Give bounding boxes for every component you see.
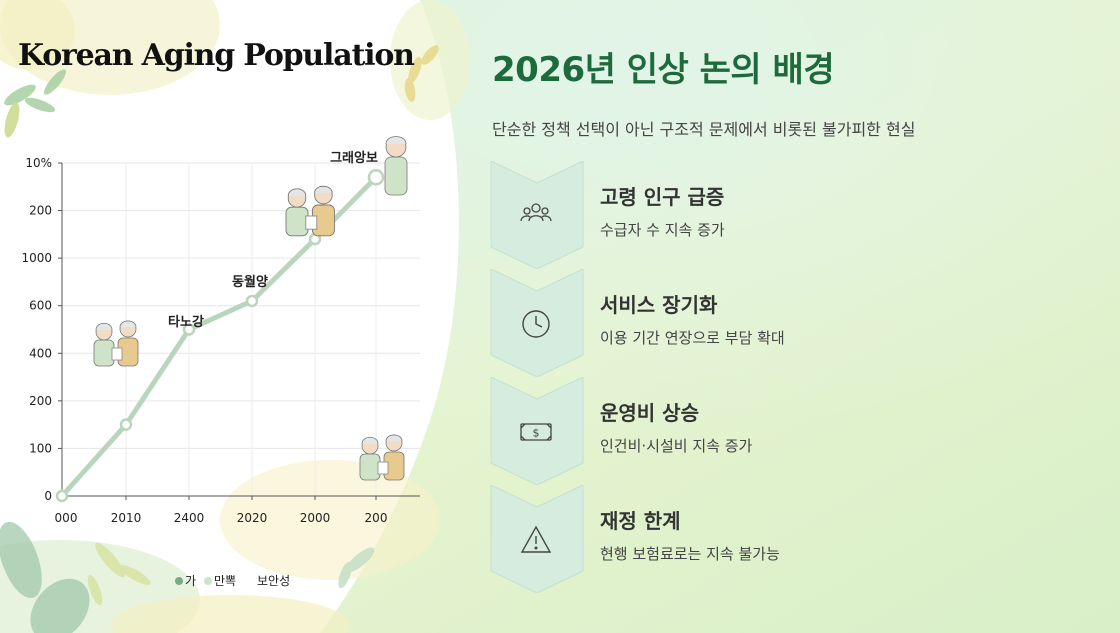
elderly-man-illustration (384, 136, 408, 196)
reason-heading: 운영비 상승 (600, 401, 699, 425)
x-tick-label: 2000 (300, 511, 331, 525)
y-tick-label: 200 (29, 204, 52, 218)
people-icon (520, 203, 552, 222)
chevron-shape (490, 269, 584, 377)
x-tick-label: 000 (55, 511, 78, 525)
x-tick-label: 2010 (111, 511, 142, 525)
chevron-shape (490, 485, 584, 593)
elderly-couple-illustration (285, 185, 335, 237)
page-subtitle: 단순한 정책 선택이 아닌 구조적 문제에서 비롯된 불가피한 현실 (492, 120, 916, 139)
elderly-couple-illustration (359, 434, 405, 481)
elderly-couple-illustration (93, 320, 139, 367)
legend-label: 보안성 (257, 574, 290, 588)
money-icon: $ (520, 423, 552, 441)
data-point (245, 294, 259, 308)
chevron-shape (490, 377, 584, 485)
reason-card-finance: 재정 한계 현행 보험료로는 지속 불가능 (490, 485, 1090, 593)
reason-card-aging: 고령 인구 급증 수급자 수 지속 증가 (490, 161, 1090, 269)
legend-label: 가 (185, 574, 196, 588)
point-annotation: 동월양 (232, 274, 268, 290)
reason-description: 현행 보험료로는 지속 불가능 (600, 545, 780, 563)
legend-label: 만뽁 (214, 574, 236, 588)
reason-heading: 재정 한계 (600, 509, 681, 533)
legend-swatch (204, 577, 212, 585)
reason-description: 인건비·시설비 지속 증가 (600, 437, 753, 455)
y-tick-label: 10% (25, 156, 52, 170)
clock-icon (522, 310, 550, 338)
reason-heading: 서비스 장기화 (600, 293, 718, 317)
svg-text:$: $ (533, 427, 540, 440)
reason-description: 수급자 수 지속 증가 (600, 221, 725, 239)
page-title: 2026년 인상 논의 배경 (492, 50, 835, 90)
y-tick-label: 400 (29, 346, 52, 360)
y-tick-label: 0 (44, 489, 52, 503)
warning-icon (520, 525, 552, 553)
legend-swatch (175, 577, 183, 585)
data-point (182, 323, 196, 336)
leaf-decoration (0, 45, 439, 633)
chevron-shape (490, 161, 584, 269)
y-tick-label: 1000 (21, 251, 52, 265)
data-point (119, 418, 133, 431)
y-tick-label: 200 (29, 394, 52, 408)
y-tick-label: 100 (29, 441, 52, 455)
point-annotation: 타노강 (168, 314, 204, 330)
chart-panel: Korean Aging Population 0 100 200 400 600 100… (0, 0, 470, 633)
x-tick-label: 200 (365, 511, 388, 525)
reason-card-service: 서비스 장기화 이용 기간 연장으로 부담 확대 (490, 269, 1090, 377)
data-point (55, 489, 69, 503)
point-annotation: 그래앙보 (330, 150, 378, 166)
line-chart: 0 100 200 400 600 1000 200 10% 000 2010 2400 2020 20… (21, 136, 420, 588)
reason-description: 이용 기간 연장으로 부담 확대 (600, 329, 785, 347)
x-tick-label: 2400 (174, 511, 205, 525)
reason-card-cost: $ 운영비 상승 인건비·시설비 지속 증가 (490, 377, 1090, 485)
y-tick-label: 600 (29, 299, 52, 313)
chart-title: Korean Aging Population (18, 38, 415, 73)
reason-heading: 고령 인구 급증 (600, 185, 725, 209)
data-point (367, 169, 385, 186)
x-tick-label: 2020 (237, 511, 268, 525)
